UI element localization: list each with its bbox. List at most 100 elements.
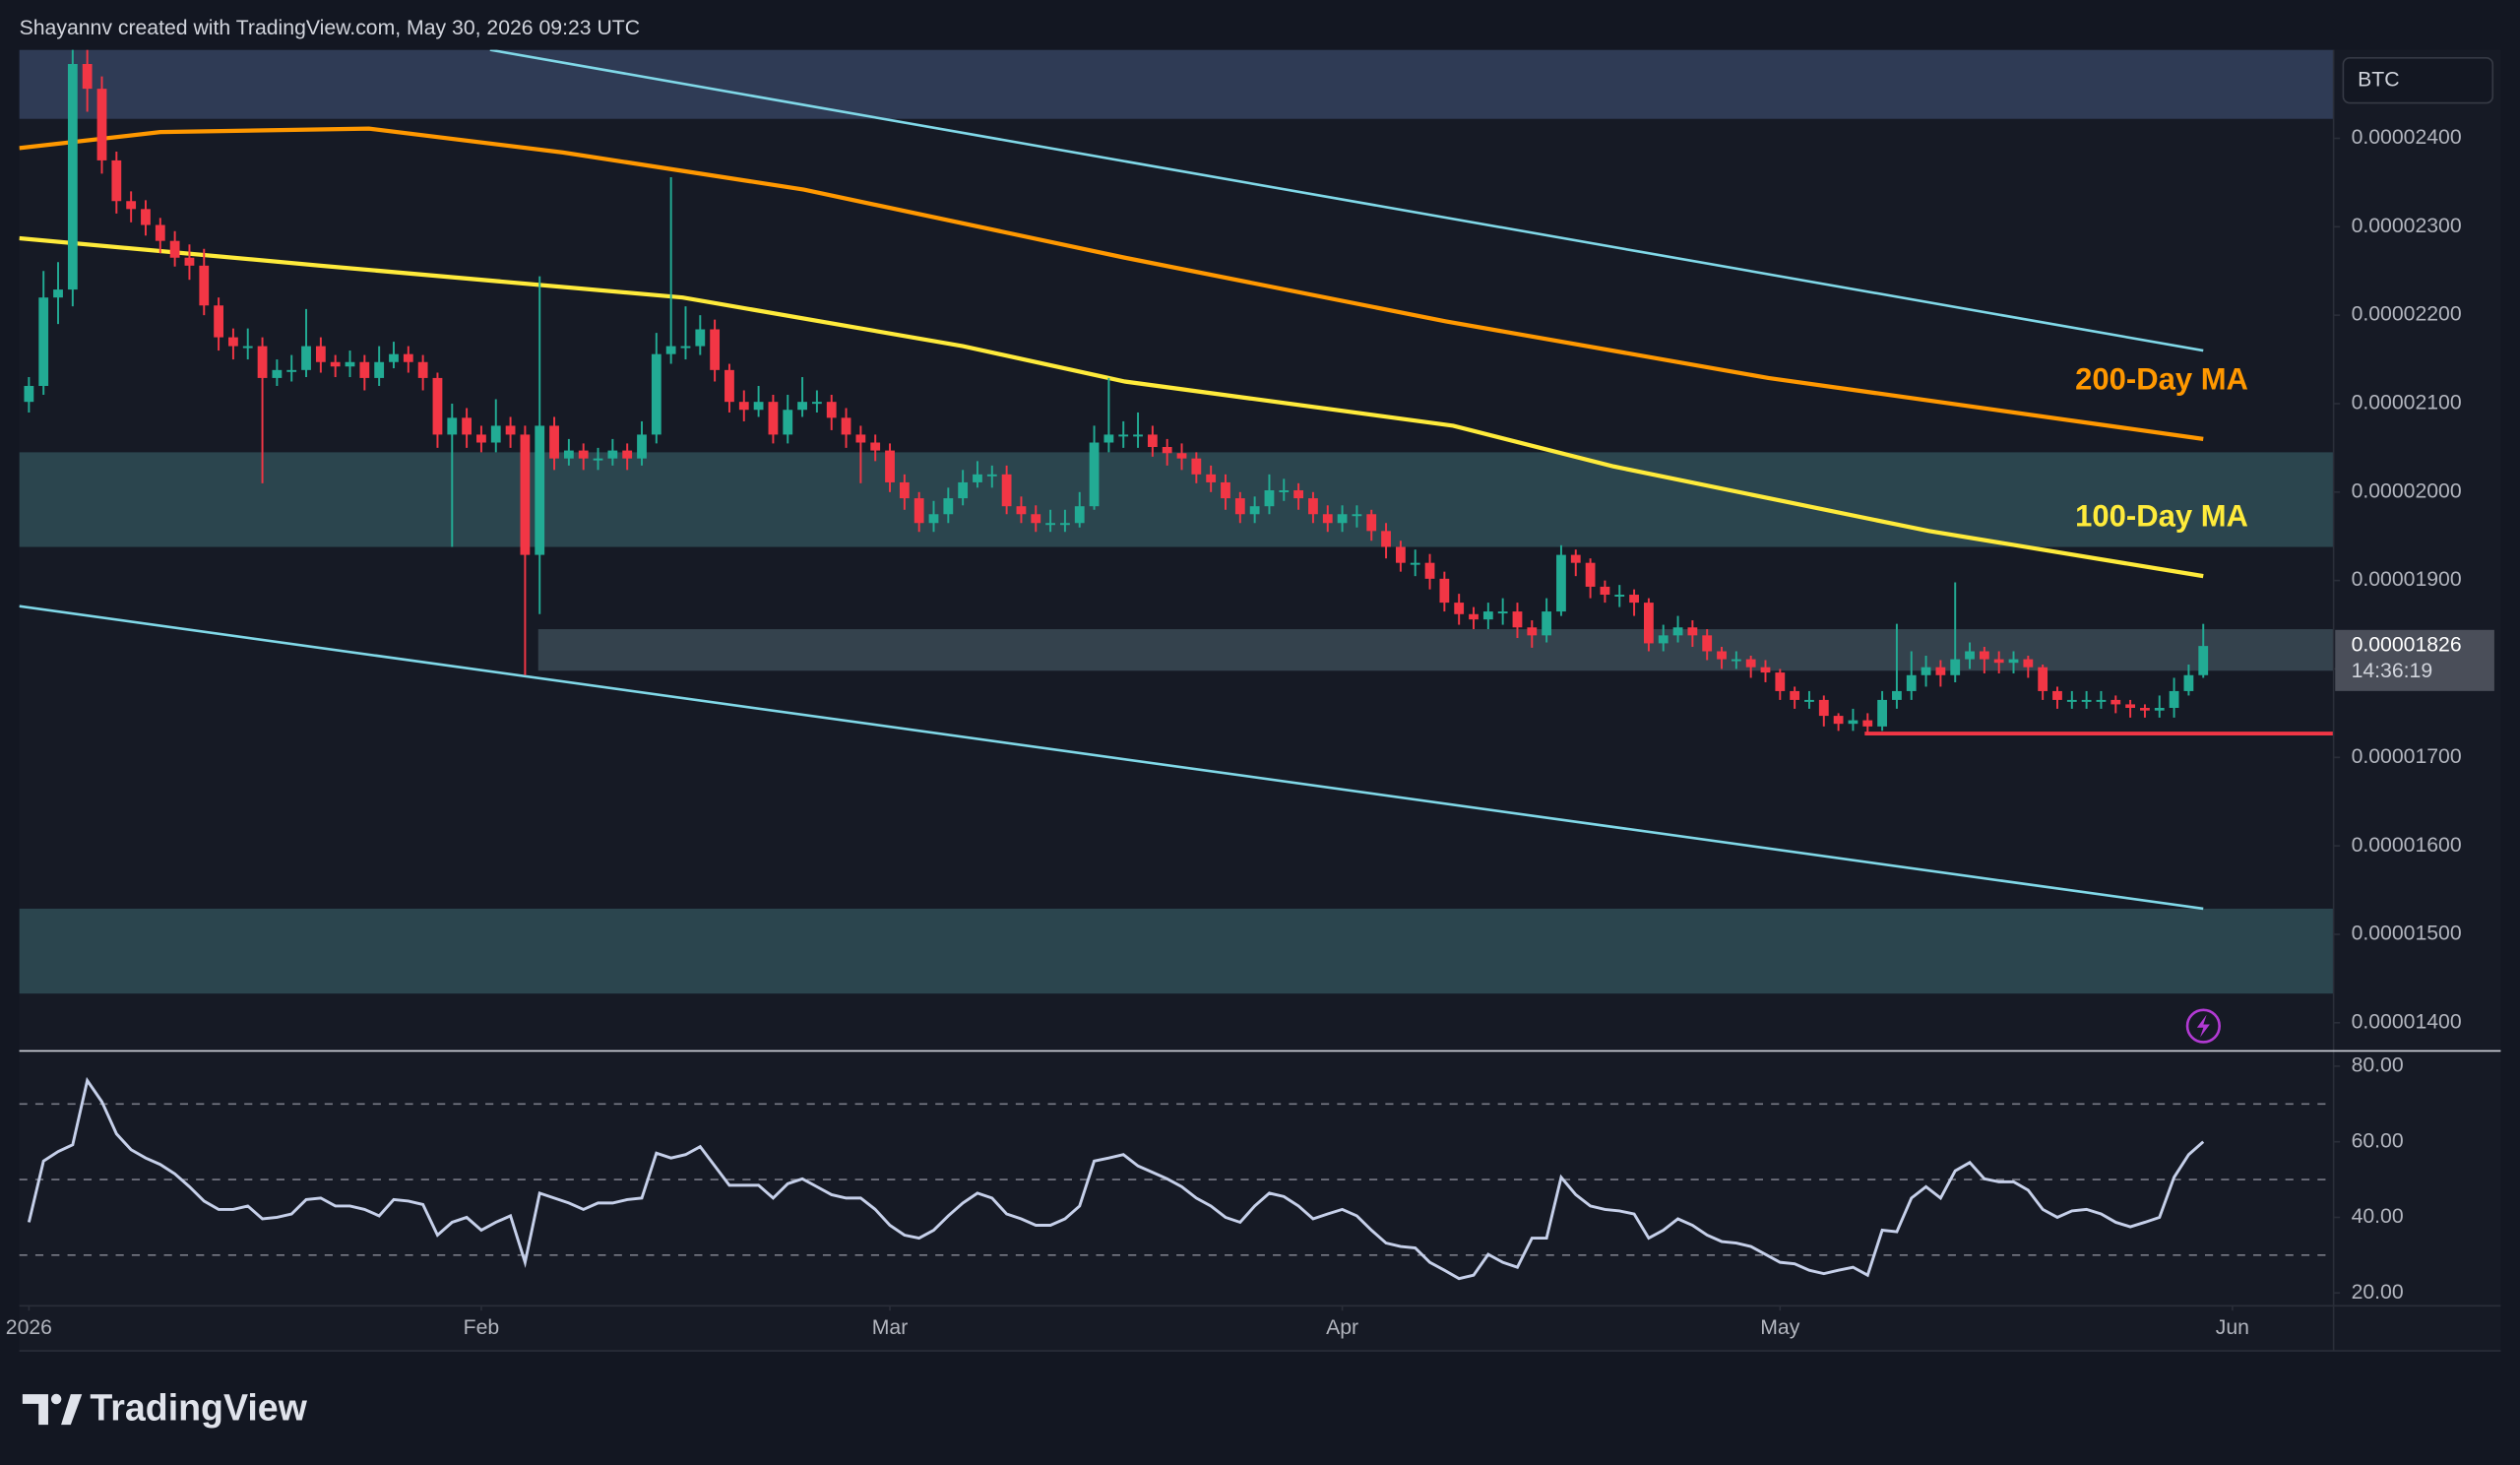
zone <box>19 452 2334 547</box>
candle-body <box>1249 506 1260 515</box>
candle-body <box>126 201 137 210</box>
price-tag-countdown: 14:36:19 <box>2352 660 2433 682</box>
candle-body <box>1585 562 1596 587</box>
candle-body <box>1234 498 1245 515</box>
candle-body <box>1542 611 1552 636</box>
candle-body <box>389 353 399 362</box>
candle-body <box>476 434 486 443</box>
x-tick-label: Apr <box>1326 1316 1358 1339</box>
candle-body <box>1687 627 1698 636</box>
candle-body <box>462 417 472 435</box>
candle-body <box>870 442 881 451</box>
candle-body <box>169 240 180 258</box>
candle-body <box>1658 635 1669 644</box>
candle-body <box>1848 720 1858 725</box>
candle-body <box>1877 699 1887 727</box>
candle-body <box>345 361 355 367</box>
zone <box>19 49 2334 119</box>
candle-body <box>1497 611 1508 614</box>
candle-body <box>1672 627 1683 636</box>
candle-body <box>826 402 837 418</box>
candle-body <box>432 377 443 435</box>
symbol-badge <box>2342 56 2494 104</box>
candle-body <box>973 474 982 482</box>
candle-body <box>228 337 238 347</box>
candle-body <box>724 369 734 403</box>
y-tick-label: 0.00002300 <box>2352 215 2462 237</box>
candle-body <box>986 474 997 477</box>
candle-body <box>520 434 531 555</box>
candle-body <box>958 481 969 499</box>
candle-body <box>665 346 676 354</box>
candle-body <box>535 425 545 555</box>
line-label: 200-Day MA <box>2075 361 2248 396</box>
candle-body <box>53 289 63 298</box>
brand-name: TradingView <box>90 1386 307 1428</box>
candle-body <box>797 402 807 411</box>
candle-body <box>1979 651 1989 660</box>
candle-body <box>622 450 633 459</box>
candle-body <box>2023 659 2034 668</box>
candle-body <box>257 346 268 378</box>
zone <box>537 629 2334 671</box>
candle-body <box>1424 562 1435 579</box>
y-tick-label: 0.00002000 <box>2352 479 2462 502</box>
channel-line <box>489 49 2204 352</box>
candle-body <box>141 209 151 225</box>
candle-body <box>38 297 49 387</box>
candle-body <box>1293 490 1304 499</box>
x-tick-label: Jun <box>2216 1316 2249 1339</box>
y-tick-label: 0.00002200 <box>2352 303 2462 326</box>
candle-body <box>1717 651 1727 660</box>
candle-body <box>1935 667 1946 675</box>
candle-body <box>1556 554 1566 612</box>
candle-body <box>1512 611 1523 628</box>
candle-body <box>855 434 866 443</box>
y-tick-label: 0.00001700 <box>2352 745 2462 768</box>
candle-body <box>2125 704 2136 709</box>
candle-body <box>563 450 574 459</box>
candle-body <box>1410 562 1420 565</box>
candle-body <box>1147 434 1158 447</box>
y-tick-label: 0.00001400 <box>2352 1010 2462 1033</box>
candle-body <box>242 346 253 349</box>
candle-body <box>1264 490 1275 507</box>
candle-body <box>1790 690 1800 700</box>
candle-body <box>1643 603 1654 644</box>
y-tick-label: 0.00001500 <box>2352 923 2462 945</box>
candle-body <box>2096 699 2107 702</box>
candle-body <box>549 425 559 459</box>
candle-body <box>1760 667 1771 673</box>
candle-body <box>607 450 618 459</box>
candle-body <box>505 425 516 435</box>
y-tick-label: 0.00001600 <box>2352 834 2462 857</box>
moving-average <box>19 235 2204 579</box>
candle-body <box>315 346 326 362</box>
line-label: 100-Day MA <box>2075 499 2248 534</box>
candle-body <box>1133 434 1143 437</box>
candle-body <box>1118 434 1129 437</box>
candle-body <box>1191 458 1202 475</box>
candle-body <box>1162 446 1172 454</box>
symbol-label: BTC <box>2358 68 2399 91</box>
x-tick-label: May <box>1760 1316 1799 1339</box>
candle-body <box>1469 613 1479 620</box>
candle-body <box>2038 667 2048 691</box>
candle-body <box>199 265 210 306</box>
candle-body <box>272 369 283 378</box>
candle-body <box>2052 690 2062 700</box>
candle-body <box>1103 434 1114 443</box>
candle-body <box>1804 699 1814 702</box>
rsi-line <box>27 1076 2205 1281</box>
candle-body <box>2081 699 2092 702</box>
candle-body <box>1950 659 1961 675</box>
axes: 0.00001400 0.00001500 0.00001600 0.00001700… <box>6 126 2494 1339</box>
candle-body <box>1600 586 1610 596</box>
candle-body <box>214 305 223 338</box>
candle-body <box>417 361 428 378</box>
candle-body <box>738 402 749 411</box>
candle-body <box>1221 481 1230 499</box>
candle-body <box>768 402 779 435</box>
price-tag-label: 0.00001826 <box>2352 634 2462 657</box>
